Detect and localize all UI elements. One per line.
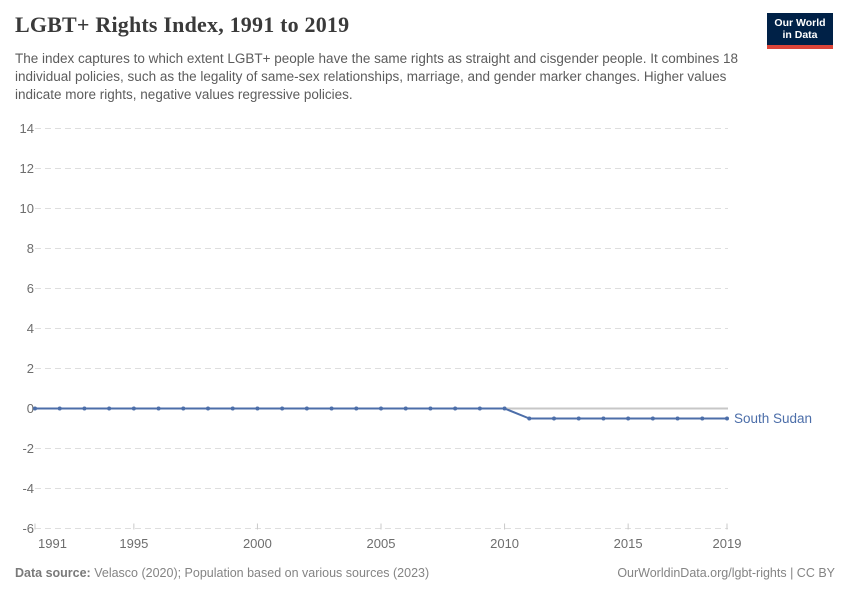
data-point[interactable] bbox=[601, 416, 606, 421]
x-axis-tick-label: 1991 bbox=[38, 536, 67, 551]
data-point[interactable] bbox=[255, 406, 260, 411]
data-point[interactable] bbox=[700, 416, 705, 421]
data-source-label: Data source: bbox=[15, 566, 91, 580]
x-axis-tick-label: 2019 bbox=[713, 536, 742, 551]
data-point[interactable] bbox=[552, 416, 556, 421]
y-axis-tick-label: 10 bbox=[20, 201, 34, 216]
data-point[interactable] bbox=[181, 406, 186, 411]
data-point[interactable] bbox=[280, 406, 285, 411]
data-point[interactable] bbox=[453, 406, 458, 411]
logo-text-line2: in Data bbox=[782, 29, 818, 41]
series-end-label[interactable]: South Sudan bbox=[734, 411, 812, 426]
owid-logo[interactable]: Our World in Data bbox=[767, 13, 833, 49]
data-point[interactable] bbox=[329, 406, 334, 411]
data-point[interactable] bbox=[527, 416, 532, 421]
y-axis-tick-label: 0 bbox=[27, 401, 34, 416]
data-point[interactable] bbox=[354, 406, 359, 411]
chart-subtitle: The index captures to which extent LGBT+… bbox=[15, 51, 739, 102]
y-axis-tick-label: -4 bbox=[22, 481, 34, 496]
data-point[interactable] bbox=[230, 406, 235, 411]
chart-footer: Data source: Velasco (2020); Population … bbox=[15, 566, 835, 580]
data-point[interactable] bbox=[304, 406, 309, 411]
data-point[interactable] bbox=[379, 406, 383, 411]
y-axis-tick-label: 8 bbox=[27, 241, 34, 256]
data-point[interactable] bbox=[626, 416, 631, 421]
data-point[interactable] bbox=[206, 406, 210, 411]
data-point[interactable] bbox=[502, 406, 507, 411]
data-point[interactable] bbox=[725, 416, 729, 421]
data-point[interactable] bbox=[131, 406, 136, 411]
x-axis-tick-label: 2000 bbox=[243, 536, 272, 551]
data-point[interactable] bbox=[107, 406, 112, 411]
data-source-text: Velasco (2020); Population based on vari… bbox=[94, 566, 430, 580]
y-axis-tick-label: 12 bbox=[20, 161, 34, 176]
x-axis-tick-label: 2015 bbox=[614, 536, 643, 551]
data-point[interactable] bbox=[33, 406, 37, 411]
y-axis-tick-label: 6 bbox=[27, 281, 34, 296]
data-point[interactable] bbox=[403, 406, 408, 411]
x-axis-tick-label: 2005 bbox=[367, 536, 396, 551]
y-axis-tick-label: -6 bbox=[22, 521, 34, 536]
data-source: Data source: Velasco (2020); Population … bbox=[15, 566, 429, 580]
chart-title: LGBT+ Rights Index, 1991 to 2019 bbox=[15, 12, 350, 37]
y-axis-tick-label: 2 bbox=[27, 361, 34, 376]
footer-attribution-link[interactable]: OurWorldinData.org/lgbt-rights | CC BY bbox=[617, 566, 835, 580]
data-point[interactable] bbox=[428, 406, 433, 411]
data-point[interactable] bbox=[477, 406, 482, 411]
lgbt-rights-line-chart[interactable]: -6 -4 -2 0 2 4 6 8 10 12 14 1991 1995 2000 2005 2010 201… bbox=[0, 115, 850, 563]
data-point[interactable] bbox=[576, 416, 581, 421]
x-axis-tick-label: 1995 bbox=[119, 536, 148, 551]
data-point[interactable] bbox=[675, 416, 680, 421]
y-axis-tick-label: 14 bbox=[20, 121, 34, 136]
y-axis-tick-label: 4 bbox=[27, 321, 34, 336]
data-point[interactable] bbox=[650, 416, 655, 421]
y-axis-tick-label: -2 bbox=[22, 441, 34, 456]
data-point[interactable] bbox=[57, 406, 62, 411]
data-point[interactable] bbox=[156, 406, 161, 411]
data-point[interactable] bbox=[82, 406, 87, 411]
logo-text-line1: Our World bbox=[774, 17, 826, 29]
x-axis-tick-label: 2010 bbox=[490, 536, 519, 551]
